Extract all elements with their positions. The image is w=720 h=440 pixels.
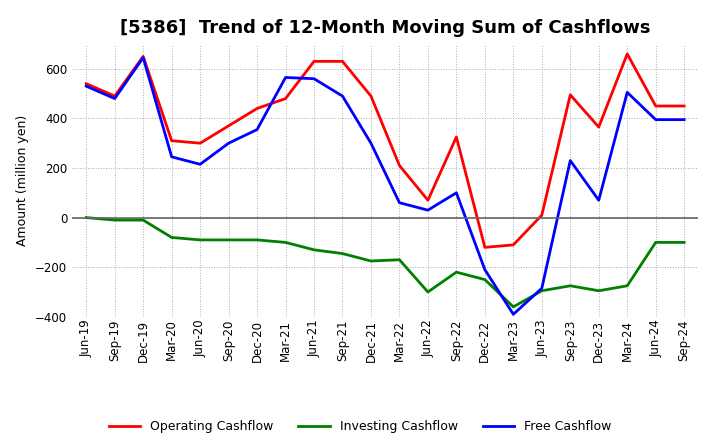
Operating Cashflow (595, 125, 603, 130)
Free Cashflow (310, 76, 318, 81)
Investing Cashflow (423, 290, 432, 295)
Operating Cashflow (452, 134, 461, 139)
Operating Cashflow (480, 245, 489, 250)
Investing Cashflow (253, 237, 261, 242)
Operating Cashflow (338, 59, 347, 64)
Free Cashflow (82, 84, 91, 89)
Operating Cashflow (110, 93, 119, 99)
Free Cashflow (167, 154, 176, 159)
Free Cashflow (480, 267, 489, 272)
Investing Cashflow (480, 277, 489, 282)
Investing Cashflow (167, 235, 176, 240)
Operating Cashflow (310, 59, 318, 64)
Investing Cashflow (595, 288, 603, 293)
Free Cashflow (680, 117, 688, 122)
Operating Cashflow (196, 140, 204, 146)
Investing Cashflow (452, 270, 461, 275)
Operating Cashflow (537, 213, 546, 218)
Free Cashflow (366, 140, 375, 146)
Investing Cashflow (139, 217, 148, 223)
Free Cashflow (395, 200, 404, 205)
Free Cashflow (509, 312, 518, 317)
Free Cashflow (338, 93, 347, 99)
Operating Cashflow (253, 106, 261, 111)
Free Cashflow (253, 127, 261, 132)
Line: Investing Cashflow: Investing Cashflow (86, 218, 684, 307)
Operating Cashflow (139, 54, 148, 59)
Operating Cashflow (225, 123, 233, 128)
Operating Cashflow (366, 93, 375, 99)
Free Cashflow (452, 190, 461, 195)
Operating Cashflow (680, 103, 688, 109)
Investing Cashflow (509, 304, 518, 309)
Operating Cashflow (623, 51, 631, 57)
Free Cashflow (282, 75, 290, 80)
Investing Cashflow (310, 247, 318, 253)
Legend: Operating Cashflow, Investing Cashflow, Free Cashflow: Operating Cashflow, Investing Cashflow, … (104, 415, 616, 438)
Investing Cashflow (82, 215, 91, 220)
Investing Cashflow (652, 240, 660, 245)
Free Cashflow (110, 96, 119, 101)
Operating Cashflow (652, 103, 660, 109)
Free Cashflow (566, 158, 575, 163)
Y-axis label: Amount (million yen): Amount (million yen) (17, 115, 30, 246)
Free Cashflow (423, 208, 432, 213)
Free Cashflow (595, 198, 603, 203)
Operating Cashflow (509, 242, 518, 248)
Title: [5386]  Trend of 12-Month Moving Sum of Cashflows: [5386] Trend of 12-Month Moving Sum of C… (120, 19, 650, 37)
Investing Cashflow (395, 257, 404, 262)
Operating Cashflow (82, 81, 91, 86)
Free Cashflow (225, 140, 233, 146)
Investing Cashflow (680, 240, 688, 245)
Free Cashflow (652, 117, 660, 122)
Investing Cashflow (623, 283, 631, 289)
Investing Cashflow (566, 283, 575, 289)
Free Cashflow (139, 55, 148, 60)
Investing Cashflow (196, 237, 204, 242)
Free Cashflow (623, 90, 631, 95)
Investing Cashflow (282, 240, 290, 245)
Line: Free Cashflow: Free Cashflow (86, 58, 684, 314)
Investing Cashflow (225, 237, 233, 242)
Investing Cashflow (338, 251, 347, 256)
Operating Cashflow (423, 198, 432, 203)
Operating Cashflow (167, 138, 176, 143)
Line: Operating Cashflow: Operating Cashflow (86, 54, 684, 247)
Investing Cashflow (366, 258, 375, 264)
Free Cashflow (196, 161, 204, 167)
Free Cashflow (537, 286, 546, 291)
Operating Cashflow (395, 163, 404, 168)
Investing Cashflow (537, 288, 546, 293)
Operating Cashflow (566, 92, 575, 98)
Investing Cashflow (110, 217, 119, 223)
Operating Cashflow (282, 96, 290, 101)
